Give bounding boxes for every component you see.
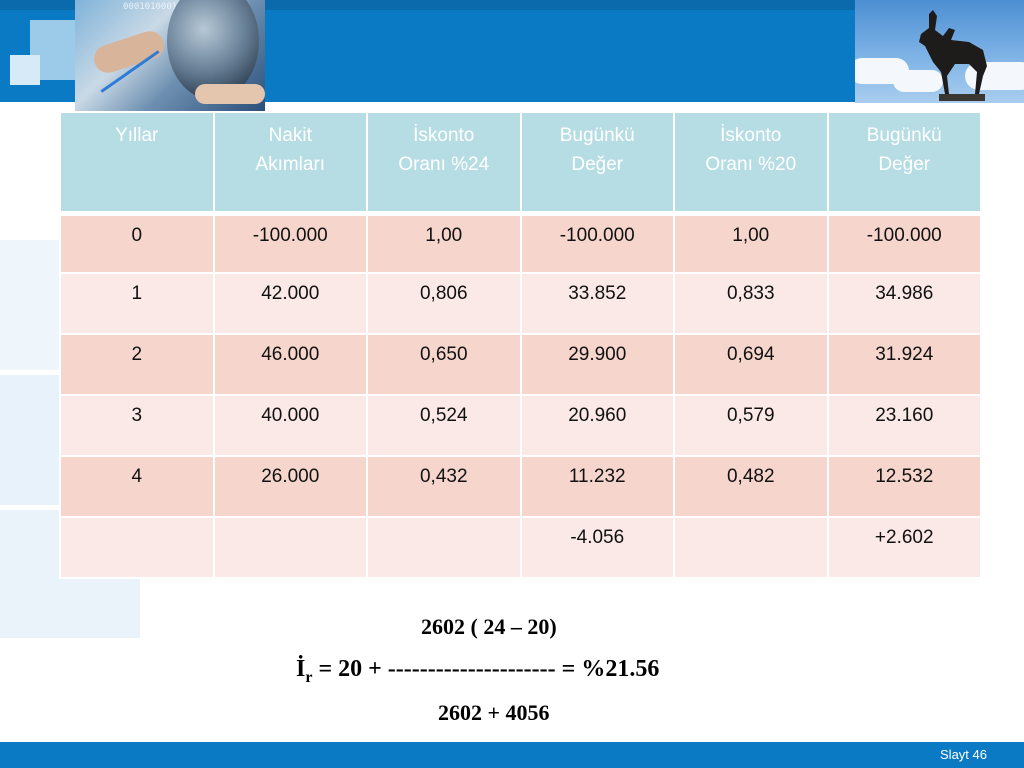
table-row: 0 -100.000 1,00 -100.000 1,00 -100.000 [61,213,980,272]
header-cell-present-value-20: Bugünkü Değer [828,113,980,211]
business-globe-image: 0001010001001-001100 [75,0,265,113]
table-cell [61,518,213,577]
table-cell-npv-24: -4.056 [521,518,673,577]
header-cell-present-value-24: Bugünkü Değer [521,113,673,211]
table-cell: 23.160 [828,396,980,455]
decorative-square [10,55,40,85]
table-cell: 12.532 [828,457,980,516]
table-cell: 0,806 [368,274,520,333]
table-cell: -100.000 [828,213,980,272]
cash-flow-table: Yıllar Nakit Akımları İskonto Oranı %24 Bu… [59,111,982,579]
table-cell: 20.960 [521,396,673,455]
table-cell: 2 [61,335,213,394]
cloud [893,70,943,92]
table-cell: 0,694 [675,335,827,394]
table-cell: 29.900 [521,335,673,394]
table-cell: 0,579 [675,396,827,455]
header-cell-discount-rate-20: İskonto Oranı %20 [675,113,827,211]
table-cell: 1,00 [675,213,827,272]
table-row: 4 26.000 0,432 11.232 0,482 12.532 [61,457,980,516]
table-cell: 1 [61,274,213,333]
header-cell-years: Yıllar [61,113,213,211]
formula-lhs: İ [296,656,306,682]
table-row: 1 42.000 0,806 33.852 0,833 34.986 [61,274,980,333]
table-cell: 0 [61,213,213,272]
table-row: 3 40.000 0,524 20.960 0,579 23.160 [61,396,980,455]
table-row-total: -4.056 +2.602 [61,518,980,577]
header-band-top-stripe [0,0,1024,10]
open-hand [195,84,265,104]
formula-lhs-subscript: r [305,668,313,686]
table-cell: 33.852 [521,274,673,333]
table-cell: -100.000 [521,213,673,272]
table-cell [675,518,827,577]
table-cell-npv-20: +2.602 [828,518,980,577]
table-cell: 0,524 [368,396,520,455]
formula-numerator: 2602 ( 24 – 20) [421,614,557,639]
slide-number: Slayt 46 [940,747,987,762]
table-header-row: Yıllar Nakit Akımları İskonto Oranı %24 Bu… [61,113,980,211]
table-cell: 3 [61,396,213,455]
table-cell: 0,482 [675,457,827,516]
table-cell: 4 [61,457,213,516]
formula-rhs: = 20 + --------------------- = %21.56 [312,656,660,682]
table-cell: 31.924 [828,335,980,394]
footer-band: Slayt 46 [0,742,1024,768]
formula-main-line: İr = 20 + --------------------- = %21.56 [296,656,659,687]
table-cell: 11.232 [521,457,673,516]
table-cell: 0,432 [368,457,520,516]
table-cell [368,518,520,577]
table-cell: 0,833 [675,274,827,333]
table-cell: 34.986 [828,274,980,333]
table-cell: 0,650 [368,335,520,394]
header-cell-cash-flows: Nakit Akımları [214,113,366,211]
table-cell: -100.000 [214,213,366,272]
table-cell: 42.000 [214,274,366,333]
equestrian-statue-image [855,0,1024,103]
formula-denominator: 2602 + 4056 [438,700,550,725]
header-cell-discount-rate-24: İskonto Oranı %24 [368,113,520,211]
horse-rider-statue-icon [919,10,987,101]
globe-icon [167,0,259,100]
table-cell: 40.000 [214,396,366,455]
table-row: 2 46.000 0,650 29.900 0,694 31.924 [61,335,980,394]
table-cell [214,518,366,577]
table-cell: 1,00 [368,213,520,272]
table-cell: 46.000 [214,335,366,394]
table-cell: 26.000 [214,457,366,516]
